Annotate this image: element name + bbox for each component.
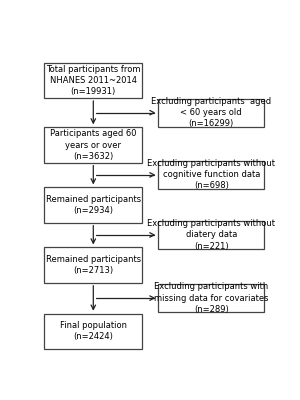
Text: Excluding participants with
missing data for covariates
(n=289): Excluding participants with missing data… [154,282,268,314]
Bar [158,284,264,312]
Text: Remained participants
(n=2934): Remained participants (n=2934) [46,195,141,215]
Bar [158,221,264,249]
Bar [44,314,142,349]
Text: Excluding participants without
cognitive function data
(n=698): Excluding participants without cognitive… [147,159,275,190]
Bar [44,248,142,283]
Text: Remained participants
(n=2713): Remained participants (n=2713) [46,255,141,275]
Bar [158,99,264,126]
Bar [44,63,142,98]
Text: Total participants from
NHANES 2011~2014
(n=19931): Total participants from NHANES 2011~2014… [46,65,141,96]
Bar [44,127,142,163]
Text: Participants aged 60
years or over
(n=3632): Participants aged 60 years or over (n=36… [50,130,136,161]
Bar [44,187,142,223]
Text: Excluding participants without
diatery data
(n=221): Excluding participants without diatery d… [147,219,275,250]
Text: Final population
(n=2424): Final population (n=2424) [60,321,127,342]
Bar [158,161,264,189]
Text: Excluding participants  aged
< 60 years old
(n=16299): Excluding participants aged < 60 years o… [151,97,272,128]
